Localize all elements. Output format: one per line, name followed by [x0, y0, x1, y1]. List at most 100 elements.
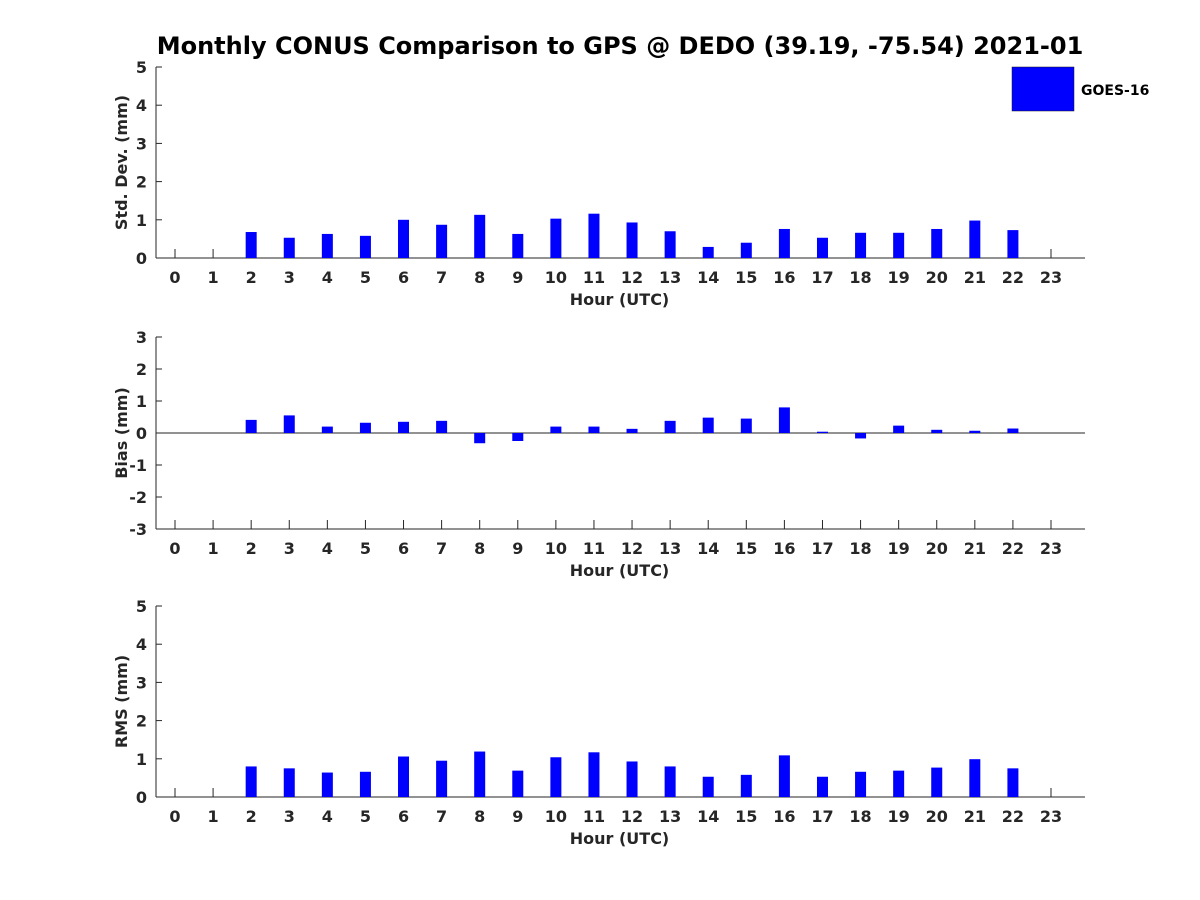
bar-hour-3: [283, 237, 295, 258]
x-axis-label: Hour (UTC): [570, 829, 670, 848]
bar-hour-15: [740, 242, 752, 258]
legend-swatch: [1011, 66, 1075, 112]
x-tick-label: 15: [735, 539, 757, 558]
x-tick-label: 22: [1002, 268, 1024, 287]
bar-hour-20: [931, 429, 943, 433]
x-tick-label: 16: [773, 807, 795, 826]
x-tick-label: 6: [398, 539, 409, 558]
x-tick-label: 6: [398, 807, 409, 826]
x-tick-label: 21: [964, 807, 986, 826]
legend-label: GOES-16: [1081, 83, 1149, 99]
x-tick-label: 6: [398, 268, 409, 287]
x-axis-label: Hour (UTC): [570, 290, 670, 309]
y-tick-label: 2: [136, 712, 147, 731]
bar-hour-2: [245, 232, 257, 258]
x-tick-label: 5: [360, 539, 371, 558]
x-tick-label: 9: [512, 807, 523, 826]
bar-hour-5: [359, 771, 371, 797]
x-tick-label: 10: [545, 268, 567, 287]
y-axis-label: Bias (mm): [112, 387, 131, 479]
x-tick-label: 19: [888, 268, 910, 287]
x-tick-label: 20: [926, 268, 948, 287]
y-axis-label: RMS (mm): [112, 655, 131, 748]
x-tick-label: 1: [208, 539, 219, 558]
x-tick-label: 18: [849, 268, 871, 287]
bar-hour-17: [816, 237, 828, 258]
y-tick-label: -1: [129, 456, 147, 475]
y-tick-label: 3: [136, 134, 147, 153]
bar-hour-16: [778, 755, 790, 797]
bar-hour-11: [588, 213, 600, 258]
x-tick-label: 9: [512, 268, 523, 287]
x-tick-label: 10: [545, 807, 567, 826]
chart-title: Monthly CONUS Comparison to GPS @ DEDO (…: [157, 32, 1084, 60]
x-tick-label: 17: [811, 539, 833, 558]
x-tick-label: 10: [545, 539, 567, 558]
bar-hour-12: [626, 428, 638, 433]
y-tick-label: 4: [136, 96, 147, 115]
bar-hour-2: [245, 766, 257, 797]
x-tick-label: 18: [849, 807, 871, 826]
y-tick-label: 2: [136, 360, 147, 379]
bar-hour-3: [283, 415, 295, 433]
y-tick-label: 1: [136, 750, 147, 769]
bar-hour-15: [740, 774, 752, 797]
x-tick-label: 5: [360, 268, 371, 287]
bar-hour-9: [512, 233, 524, 258]
bar-hour-7: [436, 224, 448, 258]
bar-hour-12: [626, 761, 638, 797]
x-tick-label: 13: [659, 539, 681, 558]
y-tick-label: 4: [136, 635, 147, 654]
y-tick-label: -3: [129, 520, 147, 539]
y-tick-label: 1: [136, 211, 147, 230]
x-tick-label: 8: [474, 807, 485, 826]
bar-hour-9: [512, 770, 524, 797]
bar-hour-10: [550, 426, 562, 433]
x-tick-label: 8: [474, 268, 485, 287]
x-tick-label: 4: [322, 807, 333, 826]
bar-hour-11: [588, 426, 600, 433]
y-tick-label: 0: [136, 424, 147, 443]
bar-hour-18: [855, 232, 867, 258]
bar-hour-19: [893, 232, 905, 258]
bar-hour-6: [398, 421, 410, 433]
x-tick-label: 20: [926, 807, 948, 826]
x-tick-label: 12: [621, 807, 643, 826]
bar-hour-8: [474, 751, 486, 797]
x-tick-label: 16: [773, 268, 795, 287]
bar-hour-18: [855, 433, 867, 439]
x-tick-label: 8: [474, 539, 485, 558]
x-tick-label: 11: [583, 268, 605, 287]
x-tick-label: 11: [583, 539, 605, 558]
bar-hour-21: [969, 220, 981, 258]
x-tick-label: 3: [284, 268, 295, 287]
x-axis-label: Hour (UTC): [570, 561, 670, 580]
bar-hour-14: [702, 246, 714, 258]
x-tick-label: 14: [697, 268, 719, 287]
x-tick-label: 2: [246, 807, 257, 826]
bar-hour-8: [474, 433, 486, 444]
x-tick-label: 0: [169, 807, 180, 826]
bar-hour-11: [588, 752, 600, 797]
x-tick-label: 4: [322, 268, 333, 287]
bar-hour-10: [550, 218, 562, 258]
x-tick-label: 5: [360, 807, 371, 826]
x-tick-label: 21: [964, 268, 986, 287]
bar-hour-19: [893, 770, 905, 797]
x-tick-label: 15: [735, 268, 757, 287]
bar-hour-16: [778, 228, 790, 258]
x-tick-label: 20: [926, 539, 948, 558]
bar-hour-2: [245, 419, 257, 433]
y-tick-label: 5: [136, 58, 147, 77]
x-tick-label: 3: [284, 807, 295, 826]
bar-hour-17: [816, 776, 828, 797]
bar-hour-20: [931, 767, 943, 797]
x-tick-label: 12: [621, 539, 643, 558]
x-tick-label: 21: [964, 539, 986, 558]
x-tick-label: 2: [246, 268, 257, 287]
